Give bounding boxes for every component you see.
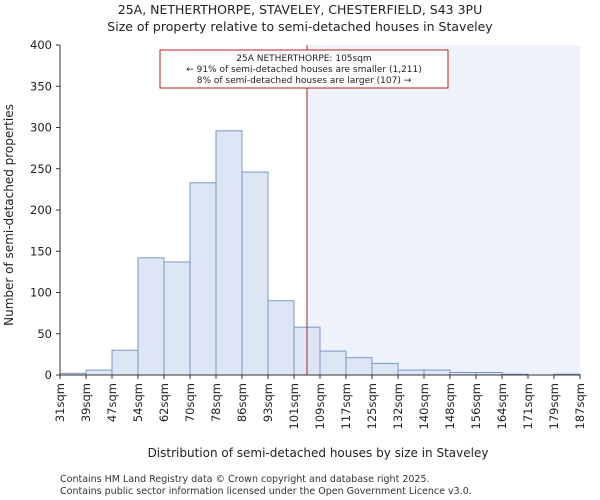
bars-group xyxy=(59,130,581,376)
bar-109sqm xyxy=(319,350,347,376)
y-tick-label: 50 xyxy=(37,327,52,341)
x-tick-label: 86sqm xyxy=(235,383,249,422)
bar-62sqm xyxy=(163,261,191,376)
x-tick-label: 101sqm xyxy=(287,383,301,429)
bar-93sqm xyxy=(267,300,295,376)
annotation-line-3: 8% of semi-detached houses are larger (1… xyxy=(197,76,412,86)
x-tick-label: 109sqm xyxy=(313,383,327,429)
x-tick-label: 187sqm xyxy=(573,383,587,429)
y-tick-label: 300 xyxy=(30,121,52,135)
bar-125sqm xyxy=(371,362,399,376)
x-tick-label: 62sqm xyxy=(157,383,171,422)
y-tick-label: 150 xyxy=(30,244,52,258)
y-tick-label: 100 xyxy=(30,286,52,300)
chart-subtitle: Size of property relative to semi-detach… xyxy=(107,19,493,34)
x-tick-label: 125sqm xyxy=(365,383,379,429)
x-tick-label: 164sqm xyxy=(495,383,509,429)
bar-140sqm xyxy=(423,369,451,376)
y-axis-label: Number of semi-detached properties xyxy=(2,104,16,326)
x-tick-label: 78sqm xyxy=(209,383,223,422)
x-tick-label: 140sqm xyxy=(417,383,431,429)
bar-78sqm xyxy=(215,130,243,376)
x-axis-ticks: 31sqm 39sqm 47sqm 54sqm 62sqm 70sqm 78sqm 86sqm… xyxy=(53,375,587,429)
x-tick-label: 39sqm xyxy=(79,383,93,422)
annotation-line-1: 25A NETHERTHORPE: 105sqm xyxy=(236,54,371,64)
footer-line-2: Contains public sector information licen… xyxy=(60,486,472,497)
y-tick-label: 400 xyxy=(30,38,52,52)
bar-47sqm xyxy=(111,349,139,376)
x-tick-label: 31sqm xyxy=(53,383,67,422)
x-tick-label: 54sqm xyxy=(131,383,145,422)
y-tick-label: 350 xyxy=(30,79,52,93)
x-axis-label: Distribution of semi-detached houses by … xyxy=(148,446,489,460)
x-tick-label: 156sqm xyxy=(469,383,483,429)
bar-86sqm xyxy=(241,171,269,376)
bar-132sqm xyxy=(397,369,425,376)
annotation-box: 25A NETHERTHORPE: 105sqm ← 91% of semi-d… xyxy=(159,49,449,89)
y-tick-label: 0 xyxy=(45,368,52,382)
footer-line-1: Contains HM Land Registry data © Crown c… xyxy=(60,474,430,485)
annotation-line-2: ← 91% of semi-detached houses are smalle… xyxy=(186,65,422,75)
x-tick-label: 93sqm xyxy=(261,383,275,422)
x-tick-label: 70sqm xyxy=(183,383,197,422)
bar-117sqm xyxy=(345,357,373,376)
x-tick-label: 171sqm xyxy=(521,383,535,429)
x-tick-label: 132sqm xyxy=(391,383,405,429)
x-tick-label: 47sqm xyxy=(105,383,119,422)
larger-properties-region xyxy=(307,45,580,375)
chart-title: 25A, NETHERTHORPE, STAVELEY, CHESTERFIEL… xyxy=(118,2,483,17)
bar-39sqm xyxy=(85,369,113,376)
y-tick-label: 200 xyxy=(30,203,52,217)
y-axis-ticks: 0 50 100 150 200 250 300 350 400 xyxy=(30,38,60,382)
x-tick-label: 117sqm xyxy=(339,383,353,429)
bar-70sqm xyxy=(189,182,217,376)
x-tick-label: 179sqm xyxy=(547,383,561,429)
x-tick-label: 148sqm xyxy=(443,383,457,429)
bar-54sqm xyxy=(137,257,165,376)
y-tick-label: 250 xyxy=(30,162,52,176)
